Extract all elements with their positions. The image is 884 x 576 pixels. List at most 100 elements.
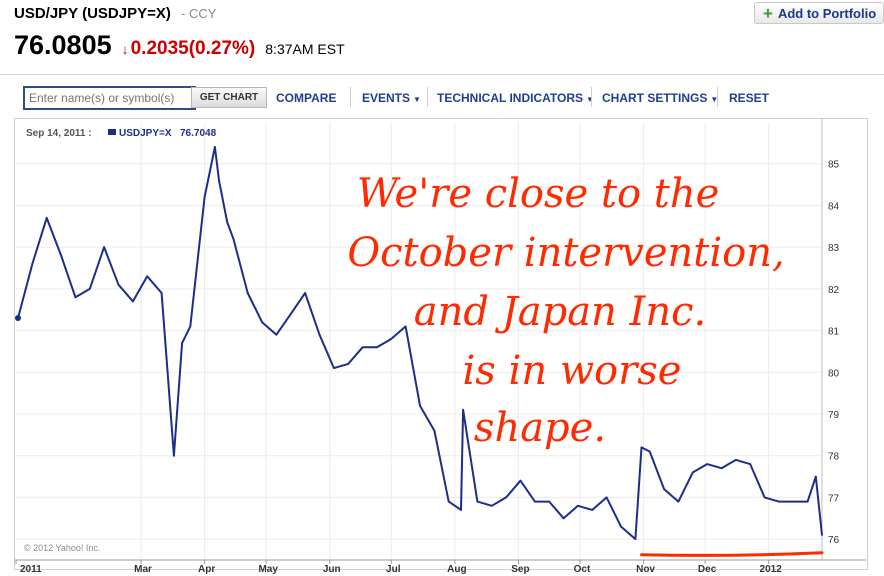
data-point: [117, 283, 120, 286]
x-tick-label: Sep: [511, 564, 529, 575]
data-point: [447, 500, 450, 503]
data-point: [577, 504, 579, 507]
x-tick-label: Apr: [198, 564, 215, 575]
y-tick-label: 83: [828, 243, 840, 254]
data-point: [246, 292, 249, 294]
data-point: [232, 237, 235, 240]
annotation-line-1: We're close to the: [357, 171, 720, 217]
data-point: [605, 496, 608, 499]
annotation-line-5: shape.: [474, 405, 606, 451]
add-to-portfolio-button[interactable]: + Add to Portfolio: [754, 2, 884, 24]
price-row: 76.0805 ↓ 0.2035(0.27%) 8:37AM EST: [14, 30, 345, 64]
data-point: [31, 262, 34, 265]
data-point: [361, 346, 364, 349]
data-point: [792, 500, 795, 503]
data-point: [620, 525, 622, 528]
x-tick-label: Aug: [447, 564, 466, 575]
data-point: [390, 338, 393, 340]
data-point: [160, 292, 163, 294]
symbol-title: USD/JPY (USDJPY=X): [14, 5, 171, 22]
data-point: [347, 363, 350, 365]
chart-settings-label: CHART SETTINGS: [602, 91, 708, 105]
down-arrow-icon: ↓: [121, 41, 129, 57]
change-value: 0.2035(0.27%): [130, 38, 256, 59]
y-tick-label: 79: [828, 410, 840, 421]
last-price: 76.0805: [14, 30, 112, 60]
caret-down-icon: ▼: [710, 95, 719, 104]
data-point: [735, 459, 737, 461]
compare-button[interactable]: COMPARE: [276, 91, 337, 105]
data-point: [333, 367, 335, 369]
reset-button[interactable]: RESET: [729, 91, 770, 105]
data-point: [814, 475, 817, 478]
data-point: [433, 429, 436, 432]
data-point: [691, 471, 694, 474]
data-point: [203, 196, 206, 199]
data-point: [218, 179, 220, 182]
data-point: [88, 288, 91, 290]
data-point: [60, 254, 62, 257]
toolbar-divider: [427, 87, 428, 107]
y-tick-label: 78: [828, 452, 840, 463]
y-tick-label: 82: [828, 285, 840, 296]
data-point: [490, 504, 493, 507]
data-point: [634, 538, 637, 540]
data-point: [720, 467, 723, 470]
data-point: [419, 404, 421, 407]
copyright-text: © 2012 Yahoo! Inc.: [24, 543, 100, 553]
data-point: [706, 463, 708, 465]
plus-icon: +: [763, 3, 773, 23]
events-label: EVENTS: [362, 91, 411, 105]
data-point: [261, 321, 263, 324]
technical-indicators-menu[interactable]: TECHNICAL INDICATORS ▼: [437, 91, 594, 105]
annotation-line-3: and Japan Inc.: [414, 289, 706, 335]
price-change: ↓ 0.2035(0.27%): [122, 38, 256, 60]
x-tick-label: May: [258, 564, 278, 575]
data-point: [289, 313, 292, 315]
legend-symbol: USDJPY=X: [119, 128, 172, 139]
x-tick-label: Jul: [386, 564, 401, 575]
data-point: [189, 325, 192, 328]
chart-toolbar: GET CHART COMPARE EVENTS▼ TECHNICAL INDI…: [0, 74, 884, 121]
data-point: [821, 534, 823, 536]
x-tick-label: Dec: [698, 564, 717, 575]
data-point: [640, 446, 643, 449]
chart-settings-menu[interactable]: CHART SETTINGS ▼: [602, 91, 718, 105]
add-to-portfolio-label: Add to Portfolio: [777, 5, 877, 21]
y-tick-label: 76: [828, 535, 840, 546]
quote-title: USD/JPY (USDJPY=X) - CCY: [14, 5, 216, 22]
data-point: [548, 500, 551, 503]
data-point: [103, 246, 105, 249]
data-point: [404, 325, 407, 328]
data-point: [146, 275, 149, 278]
data-point: [505, 496, 507, 499]
x-tick-label: Mar: [134, 564, 152, 575]
data-point: [749, 463, 752, 465]
events-menu[interactable]: EVENTS ▼: [362, 91, 421, 105]
x-tick-label: Jun: [323, 564, 341, 575]
quote-time: 8:37AM EST: [265, 41, 345, 57]
technical-indicators-label: TECHNICAL INDICATORS: [437, 91, 584, 105]
data-point: [460, 509, 462, 511]
toolbar-divider: [717, 87, 718, 107]
data-point: [562, 517, 565, 520]
legend-value: 76.7048: [180, 128, 217, 139]
data-point: [462, 408, 464, 411]
y-tick-label: 77: [828, 493, 840, 504]
series-start-marker: [15, 315, 21, 322]
annotation-line-2: October intervention,: [347, 230, 784, 276]
data-point: [304, 292, 306, 294]
chart-annotation: We're close to the October intervention,…: [347, 171, 784, 451]
caret-down-icon: ▼: [586, 95, 594, 104]
data-point: [806, 500, 809, 503]
get-chart-button[interactable]: GET CHART: [191, 87, 267, 108]
data-point: [214, 146, 216, 148]
data-point: [476, 500, 479, 503]
data-point: [677, 500, 680, 503]
x-tick-label: 2011: [20, 564, 42, 575]
data-point: [275, 333, 278, 336]
data-point: [663, 488, 665, 490]
data-point: [648, 450, 651, 453]
legend-swatch: [108, 129, 116, 135]
